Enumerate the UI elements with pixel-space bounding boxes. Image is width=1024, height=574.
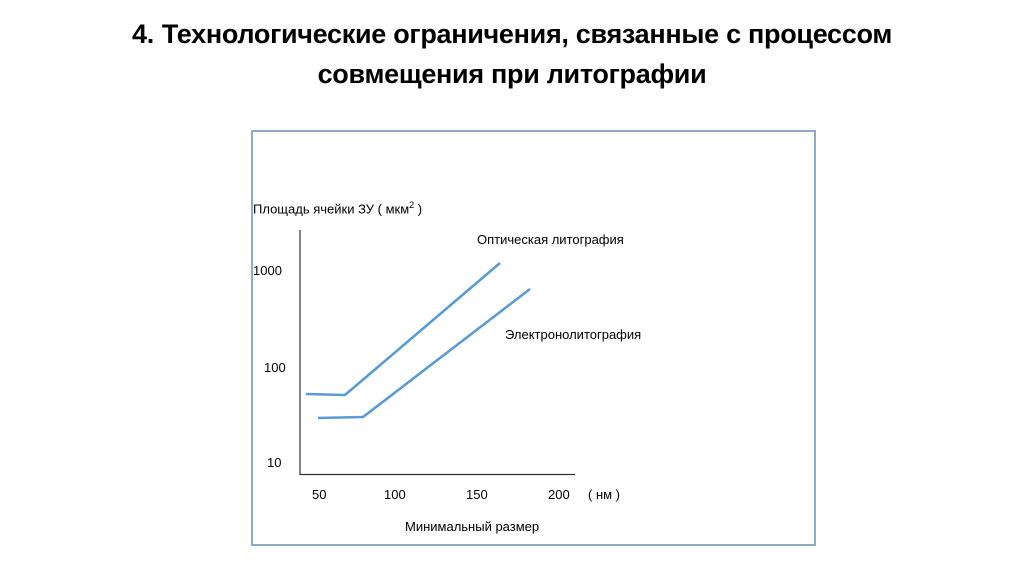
x-unit-label: ( нм ) — [588, 487, 620, 502]
chart-frame — [251, 130, 816, 546]
slide-title-line-2: совмещения при литографии — [317, 59, 707, 89]
title-number: 4. — [132, 19, 154, 49]
x-axis-label: Минимальный размер — [405, 519, 540, 534]
title-text-1: Технологические ограничения, связанные с… — [161, 19, 892, 49]
x-tick-200: 200 — [548, 487, 570, 502]
y-tick-100: 100 — [264, 360, 286, 375]
x-tick-150: 150 — [466, 487, 488, 502]
y-axis-label: Площадь ячейки ЗУ ( мкм2 ) — [253, 200, 423, 217]
slide-title: 4. Технологические ограничения, связанные… — [0, 14, 1024, 94]
annotation-optical-lithography: Оптическая литография — [477, 232, 624, 247]
x-tick-100: 100 — [384, 487, 406, 502]
x-tick-50: 50 — [312, 487, 327, 502]
y-tick-1000: 1000 — [253, 263, 282, 278]
series-electron-lithography — [317, 287, 531, 420]
y-tick-10: 10 — [267, 455, 282, 470]
slide-title-line-1: 4. Технологические ограничения, связанные… — [0, 14, 1024, 54]
annotation-electron-lithography: Электронолитография — [505, 327, 642, 342]
series-optical-lithography — [305, 262, 501, 397]
